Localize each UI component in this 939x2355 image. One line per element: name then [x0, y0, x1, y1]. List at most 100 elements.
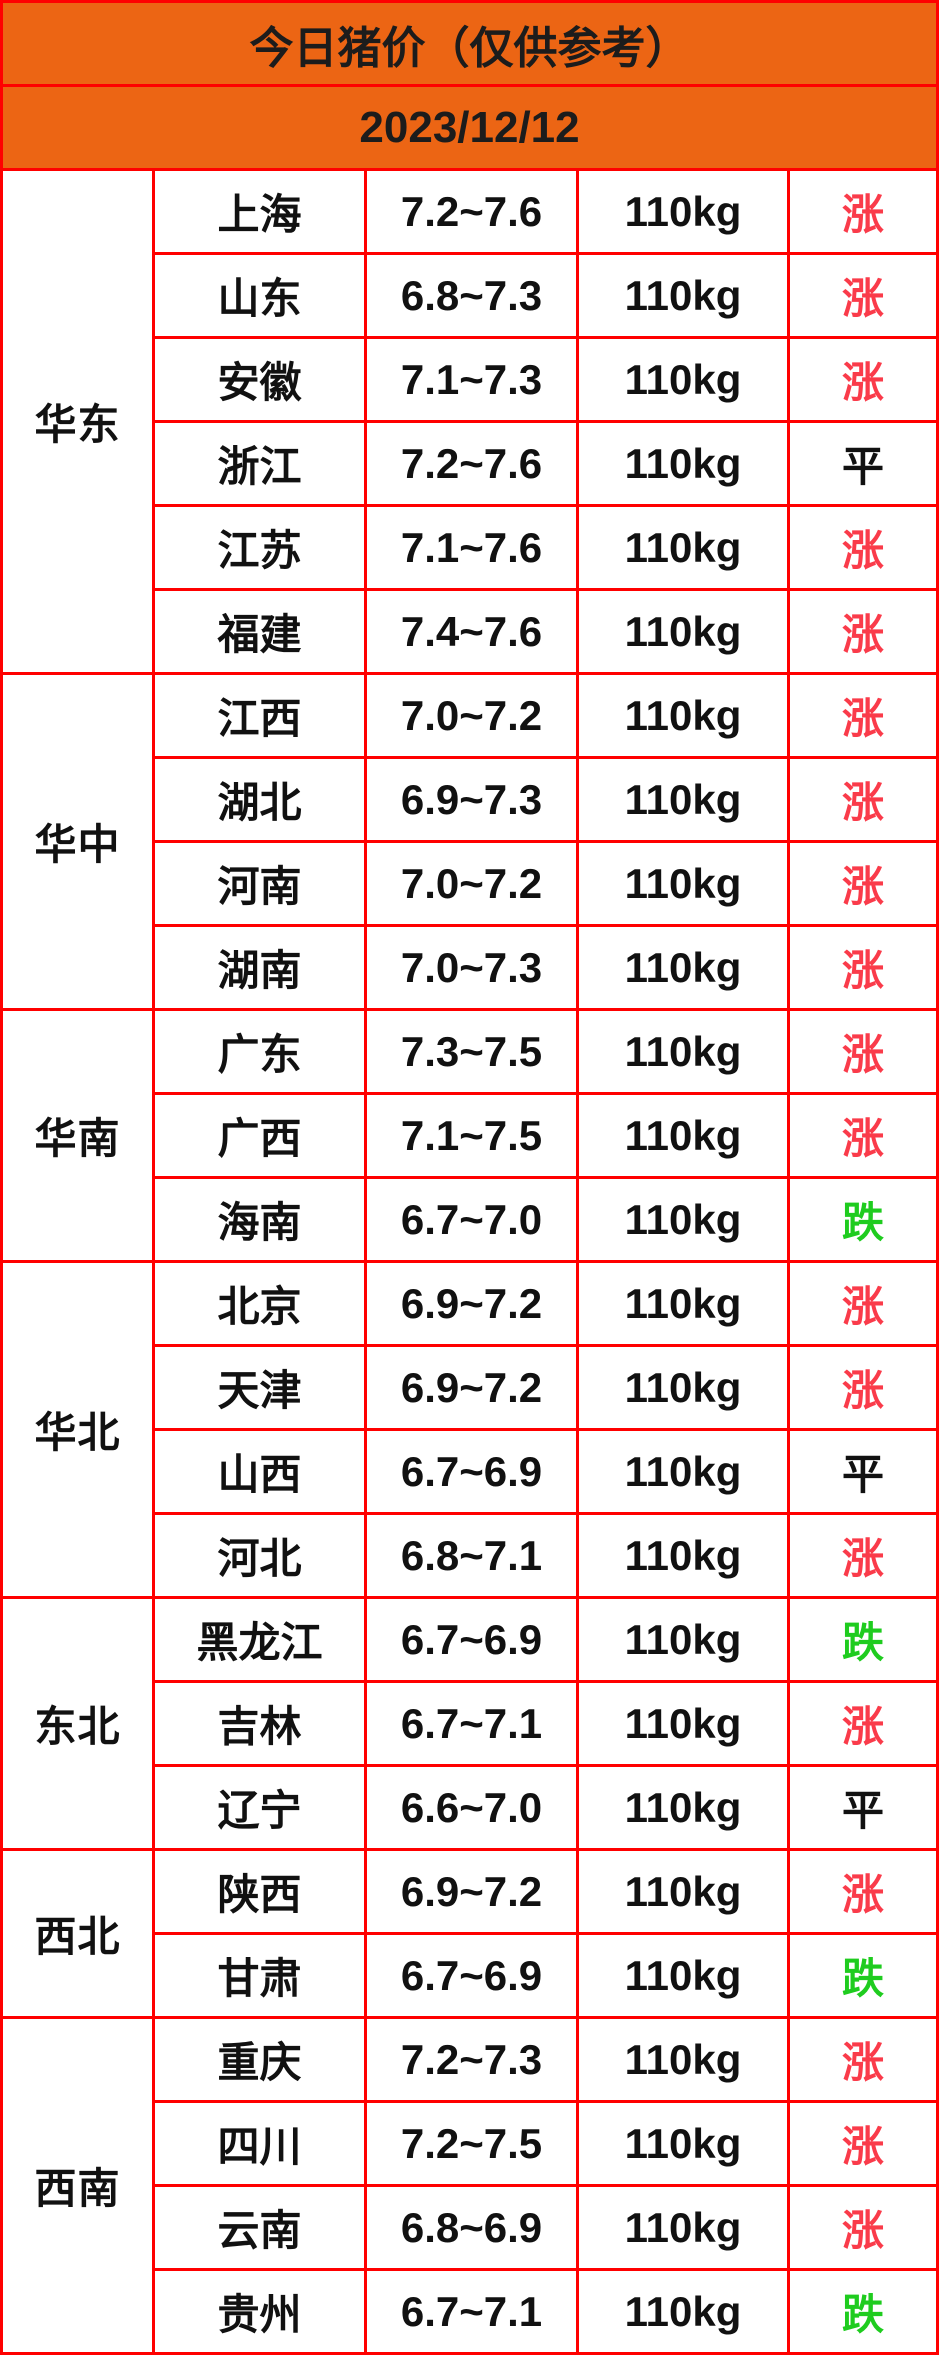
- province-cell: 云南: [152, 2184, 367, 2271]
- weight-cell: 110kg: [576, 252, 790, 339]
- price-cell: 7.1~7.3: [364, 336, 579, 423]
- price-cell: 7.1~7.6: [364, 504, 579, 591]
- trend-cell: 涨: [786, 336, 939, 423]
- table-row: 西北 陕西 6.9~7.2 110kg 涨: [0, 1848, 939, 2019]
- province-cell: 海南: [152, 1176, 367, 1263]
- weight-cell: 110kg: [576, 504, 790, 591]
- trend-cell: 涨: [786, 588, 939, 675]
- weight-cell: 110kg: [576, 336, 790, 423]
- province-cell: 四川: [152, 2100, 367, 2187]
- trend-cell: 涨: [786, 672, 939, 759]
- province-cell: 山东: [152, 252, 367, 339]
- region-cell: 东北: [0, 1596, 155, 1851]
- table-row: 华中 江西 7.0~7.2 110kg 涨: [0, 672, 939, 1011]
- province-cell: 湖南: [152, 924, 367, 1011]
- weight-cell: 110kg: [576, 420, 790, 507]
- weight-cell: 110kg: [576, 2268, 790, 2355]
- trend-cell: 平: [786, 1428, 939, 1515]
- province-cell: 广东: [152, 1008, 367, 1095]
- weight-cell: 110kg: [576, 1008, 790, 1095]
- table-row: 广西 7.1~7.5 110kg 涨: [2, 1092, 939, 1179]
- weight-cell: 110kg: [576, 168, 790, 255]
- weight-cell: 110kg: [576, 756, 790, 843]
- price-cell: 6.8~7.1: [364, 1512, 579, 1599]
- price-cell: 6.7~7.1: [364, 2268, 579, 2355]
- price-cell: 6.7~6.9: [364, 1596, 579, 1683]
- province-cell: 上海: [152, 168, 367, 255]
- price-cell: 6.7~7.0: [364, 1176, 579, 1263]
- weight-cell: 110kg: [576, 1932, 790, 2019]
- weight-cell: 110kg: [576, 1680, 790, 1767]
- trend-cell: 涨: [786, 2016, 939, 2103]
- trend-cell: 跌: [786, 1932, 939, 2019]
- table-row: 山东 6.8~7.3 110kg 涨: [2, 252, 939, 339]
- province-cell: 吉林: [152, 1680, 367, 1767]
- weight-cell: 110kg: [576, 1848, 790, 1935]
- table-row: 华东 上海 7.2~7.6 110kg 涨: [0, 168, 939, 675]
- table-row: 湖北 6.9~7.3 110kg 涨: [2, 756, 939, 843]
- trend-cell: 跌: [786, 1176, 939, 1263]
- weight-cell: 110kg: [576, 1428, 790, 1515]
- region-cell: 华中: [0, 672, 155, 1011]
- table-row: 山西 6.7~6.9 110kg 平: [2, 1428, 939, 1515]
- table-row: 云南 6.8~6.9 110kg 涨: [2, 2184, 939, 2271]
- trend-cell: 涨: [786, 1680, 939, 1767]
- weight-cell: 110kg: [576, 2016, 790, 2103]
- trend-cell: 涨: [786, 504, 939, 591]
- province-cell: 天津: [152, 1344, 367, 1431]
- price-cell: 6.9~7.2: [364, 1344, 579, 1431]
- province-cell: 湖北: [152, 756, 367, 843]
- province-cell: 贵州: [152, 2268, 367, 2355]
- price-cell: 7.2~7.3: [364, 2016, 579, 2103]
- weight-cell: 110kg: [576, 588, 790, 675]
- price-cell: 7.2~7.5: [364, 2100, 579, 2187]
- trend-cell: 涨: [786, 1848, 939, 1935]
- weight-cell: 110kg: [576, 2184, 790, 2271]
- trend-cell: 涨: [786, 924, 939, 1011]
- price-cell: 6.9~7.2: [364, 1848, 579, 1935]
- weight-cell: 110kg: [576, 1344, 790, 1431]
- weight-cell: 110kg: [576, 1764, 790, 1851]
- price-cell: 7.1~7.5: [364, 1092, 579, 1179]
- price-cell: 7.2~7.6: [364, 420, 579, 507]
- province-cell: 重庆: [152, 2016, 367, 2103]
- weight-cell: 110kg: [576, 1092, 790, 1179]
- region-cell: 华南: [0, 1008, 155, 1263]
- table-row: 天津 6.9~7.2 110kg 涨: [2, 1344, 939, 1431]
- province-cell: 福建: [152, 588, 367, 675]
- table-row: 河南 7.0~7.2 110kg 涨: [2, 840, 939, 927]
- weight-cell: 110kg: [576, 672, 790, 759]
- province-cell: 北京: [152, 1260, 367, 1347]
- price-cell: 6.9~7.2: [364, 1260, 579, 1347]
- trend-cell: 涨: [786, 1512, 939, 1599]
- province-cell: 江苏: [152, 504, 367, 591]
- price-cell: 6.6~7.0: [364, 1764, 579, 1851]
- province-cell: 辽宁: [152, 1764, 367, 1851]
- trend-cell: 涨: [786, 756, 939, 843]
- weight-cell: 110kg: [576, 1512, 790, 1599]
- price-cell: 7.0~7.3: [364, 924, 579, 1011]
- price-cell: 7.0~7.2: [364, 672, 579, 759]
- region-cell: 华北: [0, 1260, 155, 1599]
- province-cell: 浙江: [152, 420, 367, 507]
- table-row: 江苏 7.1~7.6 110kg 涨: [2, 504, 939, 591]
- table-row: 安徽 7.1~7.3 110kg 涨: [2, 336, 939, 423]
- price-cell: 7.4~7.6: [364, 588, 579, 675]
- title-row: 今日猪价（仅供参考）: [0, 0, 939, 87]
- table-row: 海南 6.7~7.0 110kg 跌: [2, 1176, 939, 1263]
- table-row: 吉林 6.7~7.1 110kg 涨: [2, 1680, 939, 1767]
- weight-cell: 110kg: [576, 1260, 790, 1347]
- page-title: 今日猪价（仅供参考）: [0, 0, 939, 87]
- trend-cell: 涨: [786, 1344, 939, 1431]
- date-label: 2023/12/12: [0, 84, 939, 171]
- province-cell: 甘肃: [152, 1932, 367, 2019]
- table-row: 华南 广东 7.3~7.5 110kg 涨: [0, 1008, 939, 1263]
- trend-cell: 平: [786, 1764, 939, 1851]
- table-row: 河北 6.8~7.1 110kg 涨: [2, 1512, 939, 1599]
- price-cell: 6.7~6.9: [364, 1932, 579, 2019]
- date-row: 2023/12/12: [0, 84, 939, 171]
- trend-cell: 涨: [786, 2184, 939, 2271]
- price-cell: 7.3~7.5: [364, 1008, 579, 1095]
- price-cell: 6.8~6.9: [364, 2184, 579, 2271]
